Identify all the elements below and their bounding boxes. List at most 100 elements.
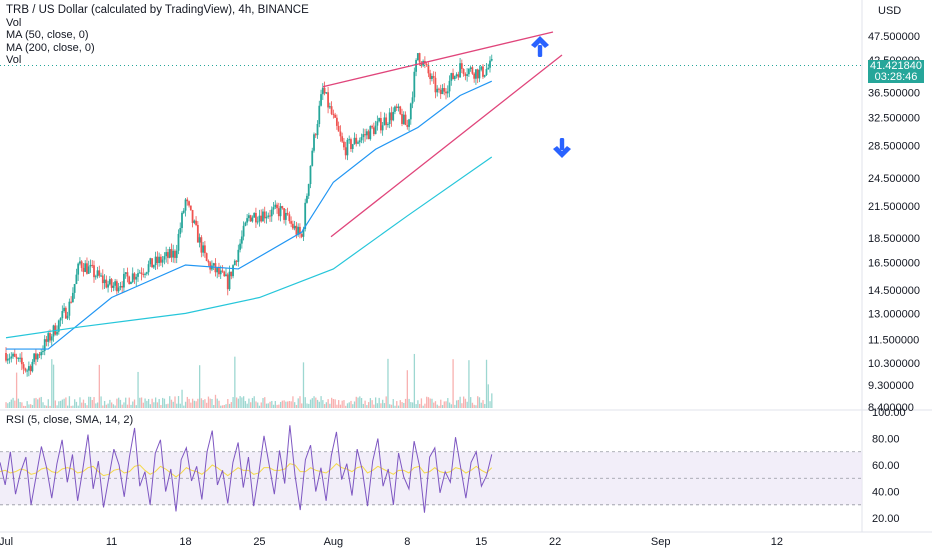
volume-bar xyxy=(239,396,241,408)
rsi-legend[interactable]: RSI (5, close, SMA, 14, 2) xyxy=(6,414,134,426)
candle-body xyxy=(446,91,449,94)
main-legend: TRB / US Dollar (calculated by TradingVi… xyxy=(6,4,309,67)
up-arrow-icon-shaft xyxy=(537,45,543,57)
candle-body xyxy=(321,87,324,95)
candle-body xyxy=(448,80,451,92)
volume-bar xyxy=(206,402,208,408)
volume-bar xyxy=(114,405,116,408)
candle-body xyxy=(293,225,296,229)
candle-body xyxy=(70,301,73,303)
candle-body xyxy=(439,89,442,95)
candle-body xyxy=(130,281,132,285)
volume-bar xyxy=(45,405,48,408)
volume-bar xyxy=(105,404,108,408)
candle-body xyxy=(73,283,76,293)
candle-body xyxy=(478,69,481,79)
volume-bar xyxy=(309,399,312,408)
candle-body xyxy=(276,204,278,209)
candle-body xyxy=(31,361,34,372)
volume-bar xyxy=(316,399,319,408)
candle-body xyxy=(232,265,234,277)
volume-bar xyxy=(177,396,180,408)
price-tick-label: 32.500000 xyxy=(868,112,920,124)
candle-body xyxy=(5,353,7,361)
rsi-tick-label: 20.00 xyxy=(872,513,900,525)
volume-bar xyxy=(338,400,340,408)
candle-body xyxy=(221,270,224,272)
volume-bar xyxy=(403,402,405,408)
candle-body xyxy=(263,211,266,219)
candle-body xyxy=(487,67,490,70)
candle-body xyxy=(297,226,300,235)
legend-vol[interactable]: Vol xyxy=(6,16,22,29)
candle-body xyxy=(425,63,428,66)
volume-bar xyxy=(167,403,169,408)
candle-body xyxy=(202,245,205,253)
time-tick-label: Aug xyxy=(324,536,344,548)
candle-body xyxy=(172,250,175,258)
candle-body xyxy=(64,307,67,319)
volume-bar xyxy=(223,404,225,408)
volume-bar xyxy=(211,398,213,408)
volume-bar xyxy=(466,401,468,408)
volume-bar xyxy=(228,403,231,408)
legend-title[interactable]: TRB / US Dollar (calculated by TradingVi… xyxy=(6,4,309,16)
volume-bar xyxy=(237,398,240,408)
volume-bar xyxy=(323,404,326,408)
candle-body xyxy=(198,237,201,243)
volume-bar xyxy=(162,397,164,408)
candle-body xyxy=(161,259,164,263)
volume-bar xyxy=(139,397,141,408)
price-tick-label: 9.300000 xyxy=(868,380,914,392)
volume-bar xyxy=(489,401,491,408)
candle-body xyxy=(328,106,331,108)
volume-bar xyxy=(250,402,252,408)
volume-bar xyxy=(112,404,115,408)
candle-body xyxy=(128,276,131,285)
candle-body xyxy=(443,88,446,92)
volume-bar xyxy=(227,399,229,408)
legend-vol-2[interactable]: Vol xyxy=(6,54,22,66)
volume-bar xyxy=(170,399,173,408)
volume-bar xyxy=(174,396,176,408)
candle-body xyxy=(42,351,44,353)
candle-body xyxy=(304,202,307,229)
volume-bar xyxy=(477,396,479,408)
legend-ma50[interactable]: MA (50, close, 0) xyxy=(6,29,89,41)
volume-bar xyxy=(163,398,166,408)
volume-bar xyxy=(165,404,167,408)
volume-bar xyxy=(225,404,227,408)
candle-body xyxy=(267,215,270,217)
wedge-upper-line xyxy=(322,31,554,88)
candle-body xyxy=(409,103,412,120)
volume-bar xyxy=(93,397,95,408)
volume-bar xyxy=(396,401,398,408)
volume-bar xyxy=(220,405,222,408)
rsi-tick-label: 80.00 xyxy=(872,434,900,446)
volume-bar xyxy=(327,399,329,408)
candle-body xyxy=(274,204,277,208)
volume-bar xyxy=(200,398,203,408)
volume-bar xyxy=(40,396,42,408)
candle-body xyxy=(242,225,245,237)
candle-body xyxy=(35,353,37,360)
candle-body xyxy=(49,333,51,341)
candle-body xyxy=(353,137,356,145)
candle-body xyxy=(406,125,409,127)
volume-bar xyxy=(109,399,111,408)
volume-bar xyxy=(8,401,11,408)
candle-body xyxy=(262,211,264,222)
volume-bar xyxy=(209,398,211,408)
volume-bar xyxy=(144,398,146,408)
volume-bar xyxy=(292,396,294,408)
candle-body xyxy=(167,252,169,258)
legend-ma200[interactable]: MA (200, close, 0) xyxy=(6,41,95,54)
candle-body xyxy=(436,88,439,93)
candle-body xyxy=(489,60,491,68)
candle-body xyxy=(402,114,405,124)
volume-bar xyxy=(234,356,236,408)
candle-body xyxy=(450,73,453,81)
volume-bar xyxy=(58,401,60,408)
